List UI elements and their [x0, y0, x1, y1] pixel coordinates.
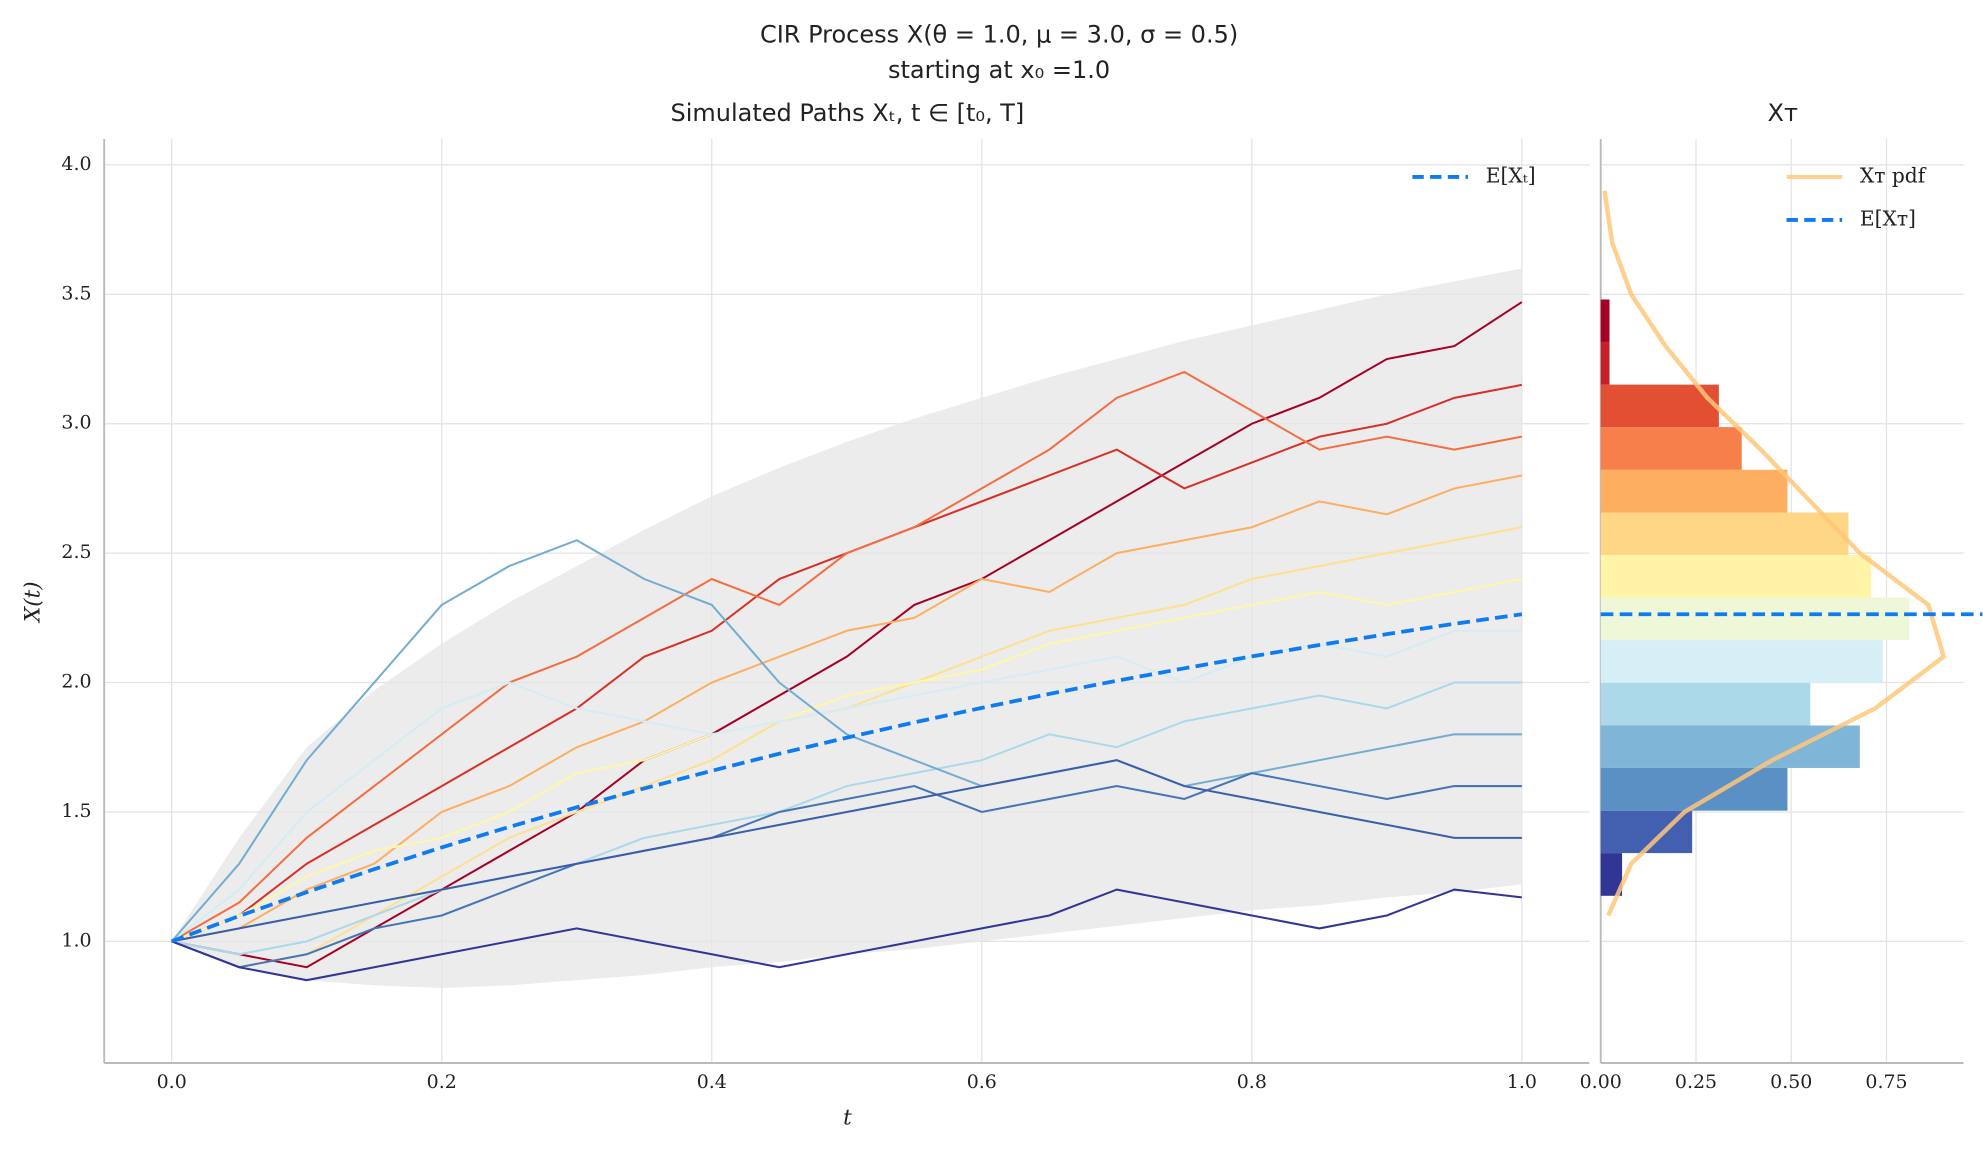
y-tick-label: 3.5 [61, 282, 91, 304]
x-tick-label: 1.0 [1507, 1071, 1537, 1093]
sample-path [171, 759, 1522, 943]
x-tick-label: 0.75 [1865, 1071, 1907, 1093]
y-tick-label: 1.5 [61, 800, 91, 822]
x-tick-label: 0.6 [967, 1071, 997, 1093]
histogram-bar [1600, 427, 1742, 470]
histogram-bar [1600, 597, 1910, 641]
histogram-bar [1600, 554, 1872, 598]
y-tick-label: 2.0 [61, 671, 91, 693]
legend-label: E[Xₜ] [1486, 163, 1536, 187]
histogram-bar [1600, 299, 1610, 342]
x-tick-label: 0.50 [1770, 1071, 1812, 1093]
figure-title: CIR Process X(θ = 1.0, μ = 3.0, σ = 0.5) [760, 20, 1238, 48]
sample-path [170, 539, 1522, 943]
panel-title: Xᴛ [1768, 99, 1798, 127]
x-tick-label: 0.4 [697, 1071, 727, 1093]
histogram-bar [1600, 682, 1811, 726]
x-tick-label: 0.2 [427, 1071, 457, 1093]
sample-path [171, 681, 1522, 956]
y-axis-label: X(t) [20, 581, 45, 624]
sample-path [171, 888, 1522, 982]
histogram-bar [1600, 725, 1860, 768]
x-tick-label: 0.0 [157, 1071, 187, 1093]
x-tick-label: 0.25 [1675, 1071, 1717, 1093]
histogram-bar [1600, 767, 1788, 811]
histogram-bar [1600, 469, 1788, 513]
x-axis-label: t [843, 1106, 852, 1131]
histogram-bar [1600, 384, 1719, 428]
histogram-bar [1600, 341, 1610, 385]
sample-path [171, 772, 1522, 969]
sample-path [171, 301, 1523, 969]
x-tick-label: 0.00 [1580, 1071, 1622, 1093]
histogram-bar [1600, 853, 1623, 896]
panel-title: Simulated Paths Xₜ, t ∈ [t₀, T] [671, 99, 1025, 127]
histogram-bar [1600, 640, 1883, 683]
y-tick-label: 4.0 [61, 153, 91, 175]
x-tick-label: 0.8 [1237, 1071, 1267, 1093]
legend-label: Xᴛ pdf [1860, 163, 1927, 187]
sample-path [171, 578, 1523, 943]
y-tick-label: 1.0 [61, 929, 91, 951]
y-tick-label: 3.0 [61, 412, 91, 434]
legend-label: E[Xᴛ] [1860, 206, 1916, 230]
confidence-band [171, 268, 1522, 988]
histogram-bar [1600, 512, 1849, 555]
sample-path [171, 370, 1523, 943]
y-tick-label: 2.5 [61, 541, 91, 563]
mean-line [171, 612, 1523, 944]
figure-subtitle: starting at x₀ =1.0 [888, 56, 1110, 84]
pdf-curve [1602, 190, 1947, 917]
